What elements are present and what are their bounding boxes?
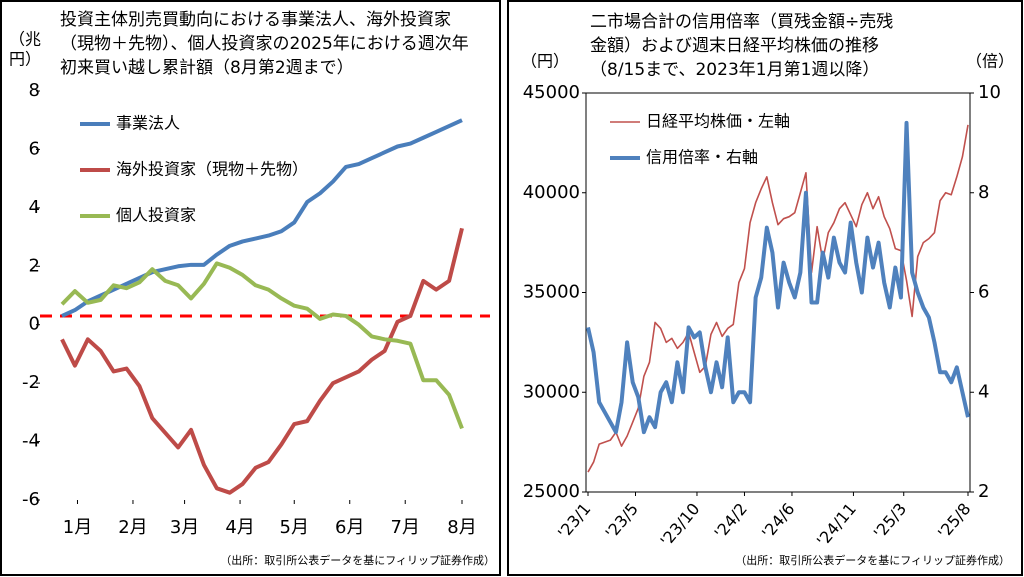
x-tick-label: 6月 <box>335 517 364 538</box>
x-tick-label: 8月 <box>447 517 476 538</box>
x-tick-label: 2月 <box>118 517 147 538</box>
series-line <box>61 118 463 318</box>
y-tick-label: -6 <box>22 489 40 510</box>
y-tick-label: -2 <box>22 372 40 393</box>
y-tick-label: 0 <box>29 314 40 335</box>
y-tick-label: 6 <box>29 138 40 159</box>
x-tick-label: 1月 <box>63 517 92 538</box>
series-line <box>586 120 970 435</box>
y-axis-label: （円） <box>521 52 569 71</box>
y-tick-label: 30000 <box>523 381 580 402</box>
y-tick-label: 40000 <box>523 182 580 203</box>
y-tick-label: 8 <box>29 80 40 101</box>
right-panel <box>507 0 1023 576</box>
x-tick-label: 3月 <box>170 517 199 538</box>
y-tick-label: -4 <box>22 431 40 452</box>
y2-tick-label: 10 <box>978 82 1001 103</box>
y-tick-label: 2 <box>29 255 40 276</box>
y-tick-label: 45000 <box>523 82 580 103</box>
y-tick-label: 35000 <box>523 282 580 303</box>
source-note: （出所：取引所公表データを基にフィリップ証券作成） <box>735 553 1010 567</box>
chart-title: （現物＋先物）、個人投資家の2025年における週次年 <box>60 34 469 54</box>
x-tick-label: 7月 <box>390 517 419 538</box>
y-axis-label: 円） <box>9 50 41 69</box>
y2-tick-label: 4 <box>978 381 989 402</box>
chart-title: （8/15まで、2023年1月第1週以降） <box>590 60 879 80</box>
chart-title: 金額）および週末日経平均株価の推移 <box>590 36 879 56</box>
legend-label: 日経平均株価・左軸 <box>646 112 790 131</box>
y-tick-label: 4 <box>29 197 40 218</box>
x-tick-label: 5月 <box>280 517 309 538</box>
left-panel <box>0 0 501 576</box>
y-tick-label: 25000 <box>523 481 580 502</box>
legend-label: 個人投資家 <box>116 206 196 225</box>
chart-title: 初来買い越し累計額（8月第2週まで） <box>60 58 354 78</box>
chart-title: 二市場合計の信用倍率（買残金額÷売残 <box>590 12 893 32</box>
legend-label: 海外投資家（現物＋先物） <box>116 160 308 179</box>
y-axis-label: （兆 <box>9 30 41 49</box>
y2-axis-label: （倍） <box>966 52 1014 71</box>
series-line <box>60 227 464 495</box>
legend-label: 信用倍率・右軸 <box>646 148 758 167</box>
source-note: （出所：取引所公表データを基にフィリップ証券作成） <box>220 553 495 567</box>
y2-tick-label: 8 <box>978 182 989 203</box>
series-line <box>587 124 969 473</box>
legend-label: 事業法人 <box>116 114 180 133</box>
series-line <box>60 261 464 430</box>
chart-title: 投資主体別売買動向における事業法人、海外投資家 <box>60 10 451 30</box>
y2-tick-label: 6 <box>978 282 989 303</box>
y2-tick-label: 2 <box>978 481 989 502</box>
x-tick-label: 4月 <box>225 517 254 538</box>
